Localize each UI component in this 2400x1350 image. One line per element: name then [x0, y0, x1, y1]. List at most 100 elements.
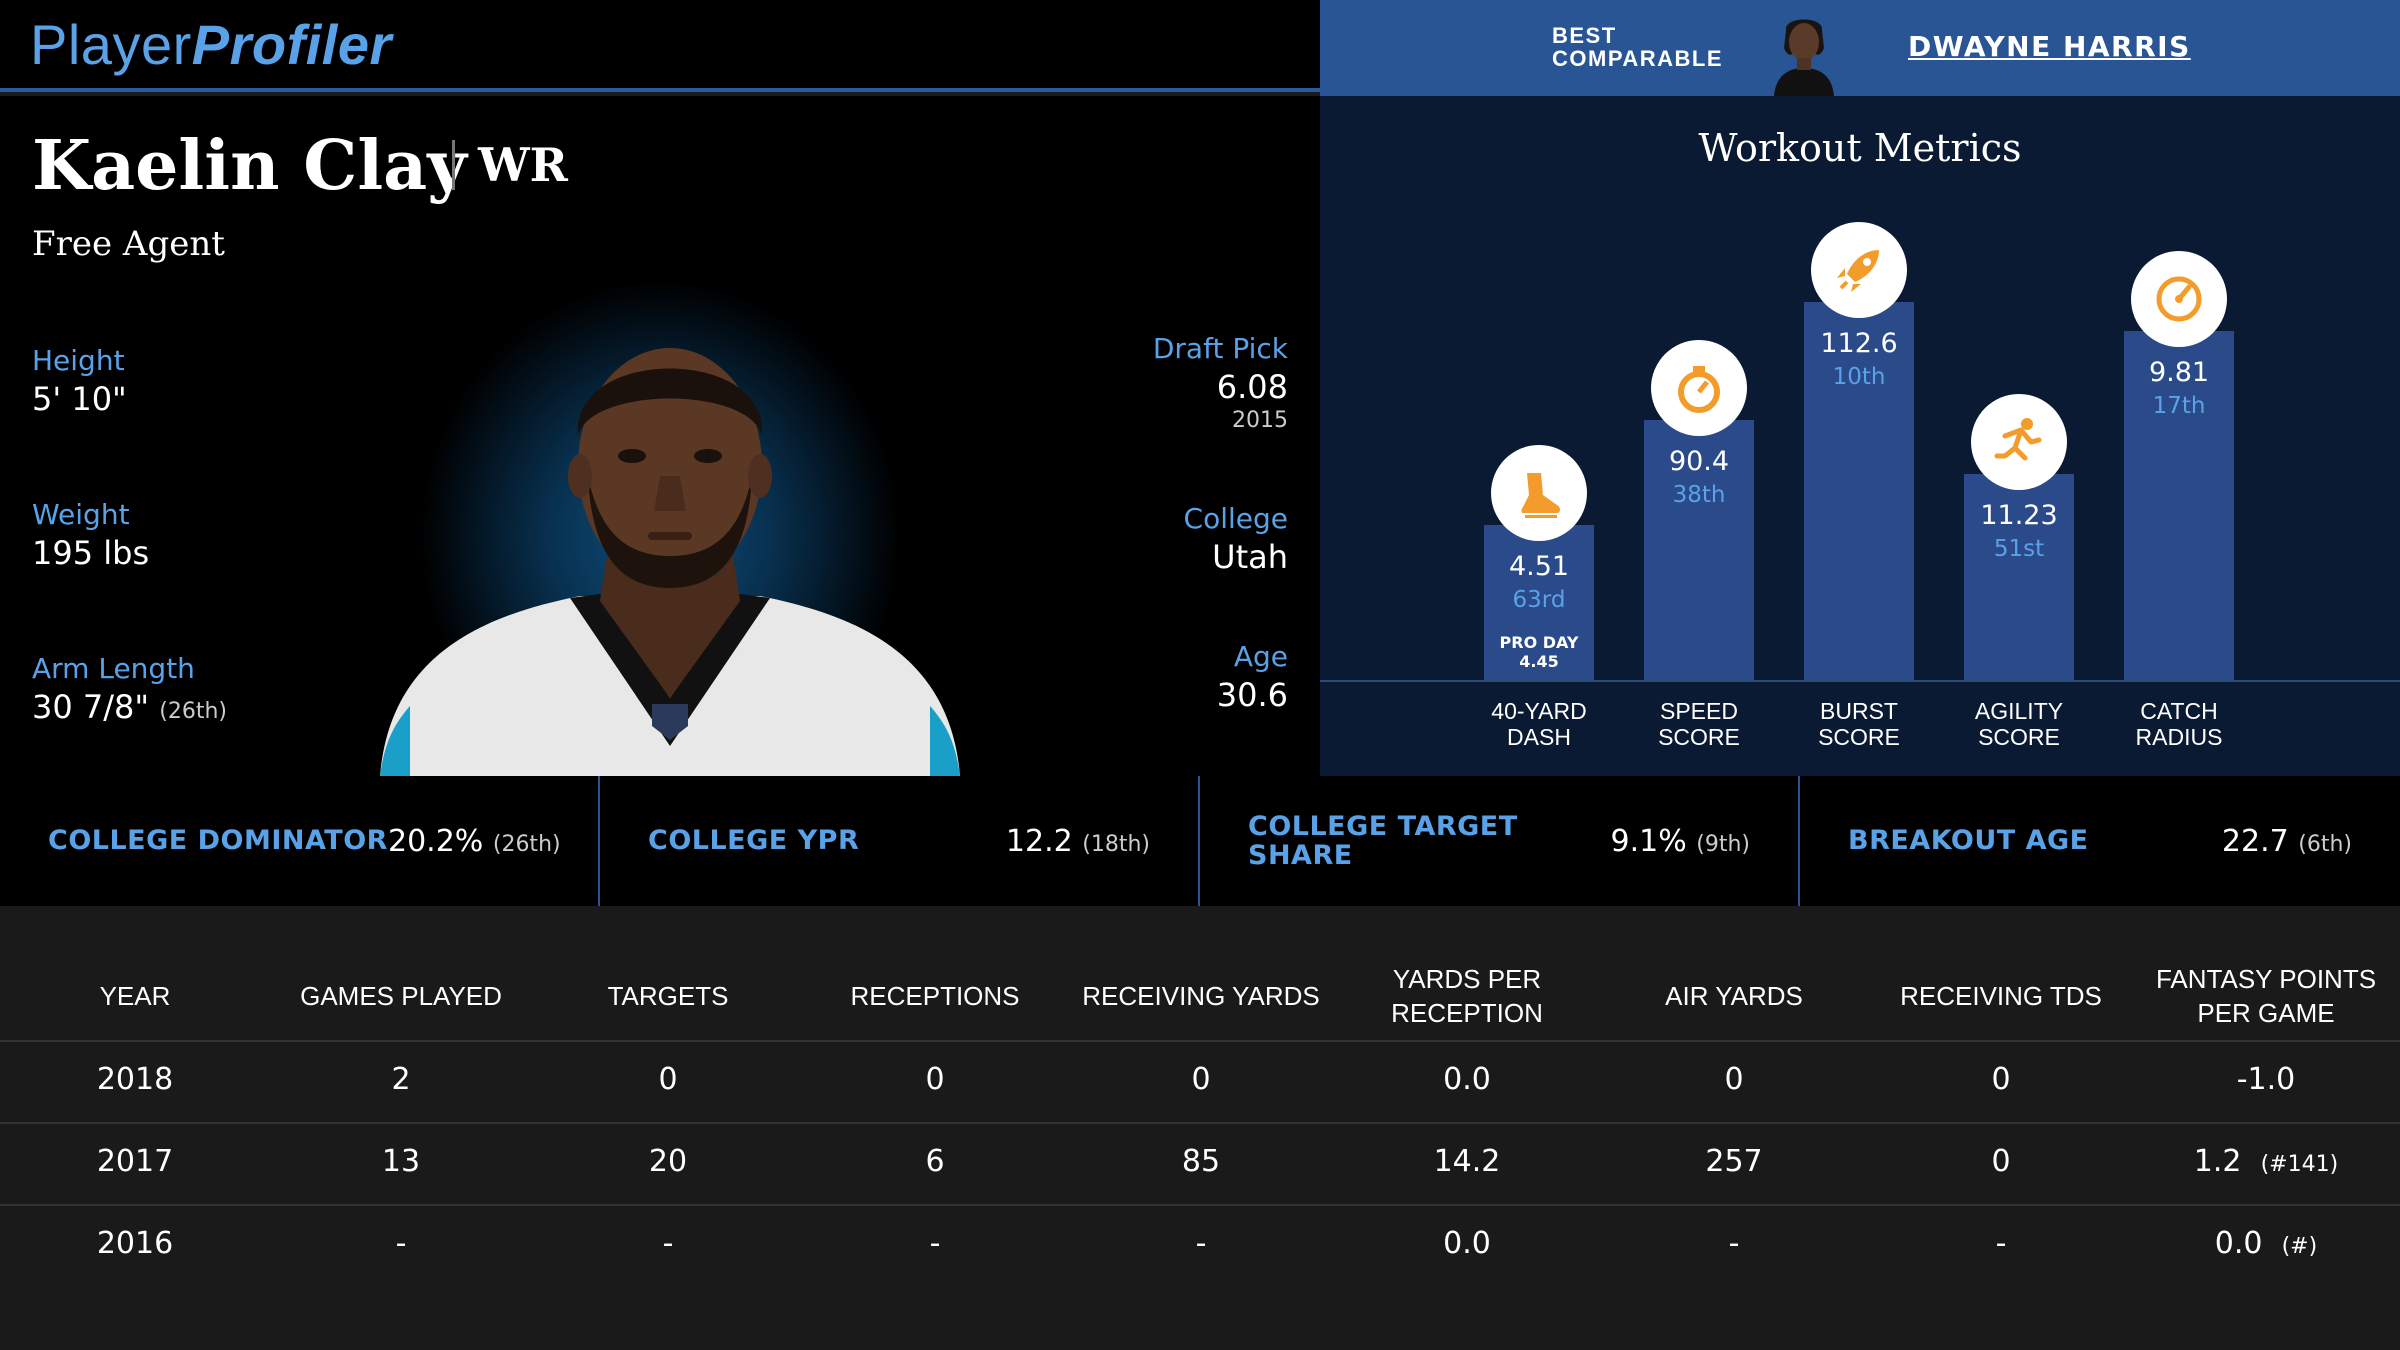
- header-bar: PlayerProfiler: [0, 0, 1320, 92]
- breakout-age-cell: BREAKOUT AGE 22.7 (6th): [1800, 776, 2400, 906]
- metric-label-line1: CATCH: [2140, 698, 2218, 724]
- college-ypr-cell: COLLEGE YPR 12.2 (18th): [600, 776, 1200, 906]
- player-team: Free Agent: [32, 224, 225, 264]
- age-value: 30.6: [1216, 676, 1288, 714]
- cell-ypr: 0.0: [1443, 1062, 1491, 1097]
- cell-year: 2016: [96, 1226, 174, 1261]
- speed-score-bar: [1644, 420, 1754, 680]
- column-header-games-played[interactable]: GAMES PLAYED: [300, 981, 502, 1011]
- metric-label-line2: SCORE: [1978, 724, 2060, 750]
- column-header-yards-per-reception[interactable]: YARDS PER RECEPTION: [1391, 964, 1543, 1028]
- metric-label-line2: RADIUS: [2135, 724, 2223, 750]
- height-value: 5' 10": [32, 380, 127, 418]
- fppg-rank: (#141): [2260, 1152, 2339, 1177]
- cell-fppg: 0.0 (#): [2132, 1226, 2400, 1261]
- shoe-icon: [1491, 445, 1587, 541]
- player-info-panel: Kaelin Clay WR Free Agent Height 5' 10" …: [0, 96, 1320, 776]
- burst-score-label: BURST SCORE: [1769, 698, 1949, 750]
- cell-targets: 20: [648, 1144, 688, 1179]
- column-header-receptions[interactable]: RECEPTIONS: [850, 981, 1020, 1011]
- college-dominator-value: 20.2% (26th): [388, 824, 561, 859]
- college-ypr-label: COLLEGE YPR: [648, 825, 860, 856]
- column-header-year[interactable]: YEAR: [99, 981, 171, 1011]
- metric-label-line1: BURST: [1820, 698, 1898, 724]
- age-label: Age: [1233, 640, 1288, 673]
- burst-score-rank: 10th: [1832, 364, 1886, 390]
- logo-text-player: Player: [30, 13, 192, 76]
- column-header-fantasy-points-per-game[interactable]: FANTASY POINTS PER GAME: [2155, 964, 2377, 1028]
- best-comparable-name-link[interactable]: DWAYNE HARRIS: [1908, 30, 2191, 63]
- logo-text-profiler: Profiler: [191, 13, 392, 76]
- metric-rank: (6th): [2298, 832, 2352, 857]
- metric-label-line1: SPEED: [1660, 698, 1738, 724]
- workout-metrics-panel: Workout Metrics 4.51 63rd PRO DAY 4.45 40…: [1320, 96, 2400, 776]
- forty-yard-dash-pro-day: PRO DAY 4.45: [1459, 633, 1619, 671]
- season-stats-table: YEAR GAMES PLAYED TARGETS RECEPTIONS REC…: [0, 906, 2400, 1350]
- cell-targets: -: [662, 1226, 674, 1261]
- best-comparable-label: BEST COMPARABLE: [1552, 23, 1724, 71]
- agility-score-label: AGILITY SCORE: [1929, 698, 2109, 750]
- forty-yard-dash-bar: [1484, 525, 1594, 680]
- catch-radius-label: CATCH RADIUS: [2089, 698, 2269, 750]
- arm-length-label: Arm Length: [32, 652, 195, 685]
- cell-yards: -: [1195, 1226, 1207, 1261]
- cell-targets: 0: [658, 1062, 678, 1097]
- column-header-air-yards[interactable]: AIR YARDS: [1665, 981, 1803, 1011]
- cell-ypr: 0.0: [1443, 1226, 1491, 1261]
- metric-rank: (9th): [1696, 832, 1750, 857]
- cell-games: 2: [391, 1062, 411, 1097]
- cell-tds: 0: [1991, 1062, 2011, 1097]
- fppg-value: 1.2: [2193, 1144, 2242, 1179]
- college-dominator-label: COLLEGE DOMINATOR: [48, 825, 388, 856]
- fppg-value: 0.0: [2214, 1226, 2263, 1261]
- comparable-player-avatar: [1760, 8, 1848, 96]
- draft-pick-label: Draft Pick: [1152, 332, 1288, 365]
- metric-value: 22.7: [2221, 824, 2289, 859]
- agility-score-bar: [1964, 474, 2074, 680]
- fppg-rank: (#): [2281, 1234, 2318, 1259]
- college-target-share-cell: COLLEGE TARGET SHARE 9.1% (9th): [1200, 776, 1800, 906]
- arm-length-value: 30 7/8" (26th): [32, 688, 227, 726]
- chart-baseline: [1320, 680, 2400, 682]
- draft-pick-value: 6.08: [1216, 368, 1288, 406]
- cell-tds: 0: [1991, 1144, 2011, 1179]
- college-target-share-value: 9.1% (9th): [1611, 824, 1751, 859]
- row-divider: [0, 1122, 2400, 1124]
- pro-day-label: PRO DAY: [1499, 633, 1579, 652]
- cell-fppg: -1.0: [2132, 1062, 2400, 1097]
- draft-year: 2015: [1232, 408, 1288, 433]
- site-logo[interactable]: PlayerProfiler: [30, 12, 392, 78]
- cell-games: -: [395, 1226, 407, 1261]
- cell-games: 13: [381, 1144, 421, 1179]
- college-dominator-cell: COLLEGE DOMINATOR 20.2% (26th): [0, 776, 600, 906]
- metric-label-line2: SCORE: [1818, 724, 1900, 750]
- metric-rank: (18th): [1082, 832, 1150, 857]
- height-label: Height: [32, 344, 125, 377]
- player-headshot: [380, 348, 960, 776]
- name-divider: [452, 140, 455, 190]
- player-position: WR: [478, 138, 568, 192]
- speed-score-rank: 38th: [1672, 482, 1726, 508]
- cell-receptions: 6: [925, 1144, 945, 1179]
- college-value: Utah: [1212, 538, 1288, 576]
- row-divider: [0, 1204, 2400, 1206]
- college-ypr-value: 12.2 (18th): [1006, 824, 1150, 859]
- speed-score-label: SPEED SCORE: [1609, 698, 1789, 750]
- college-metrics-strip: COLLEGE DOMINATOR 20.2% (26th) COLLEGE Y…: [0, 776, 2400, 906]
- best-comparable-bar: BEST COMPARABLE DWAYNE HARRIS: [1320, 0, 2400, 96]
- forty-yard-dash-value: 4.51: [1508, 551, 1570, 582]
- cell-yards: 85: [1181, 1144, 1221, 1179]
- cell-year: 2018: [96, 1062, 174, 1097]
- column-header-targets[interactable]: TARGETS: [607, 981, 729, 1011]
- column-header-receiving-tds[interactable]: RECEIVING TDS: [1900, 981, 2102, 1011]
- player-name: Kaelin Clay: [32, 126, 467, 206]
- pro-day-value: 4.45: [1519, 652, 1559, 671]
- cell-ypr: 14.2: [1433, 1144, 1501, 1179]
- cell-tds: -: [1995, 1226, 2007, 1261]
- cell-receptions: -: [929, 1226, 941, 1261]
- metric-value: 20.2%: [388, 824, 484, 859]
- metric-rank: (26th): [492, 832, 561, 857]
- agility-score-rank: 51st: [1993, 536, 2045, 562]
- stopwatch-icon: [1651, 340, 1747, 436]
- column-header-receiving-yards[interactable]: RECEIVING YARDS: [1082, 981, 1320, 1011]
